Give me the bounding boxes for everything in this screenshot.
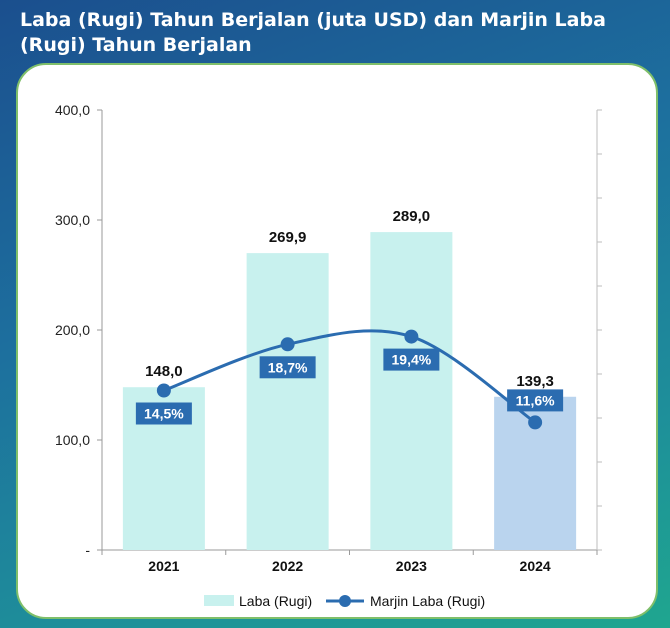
margin-label: 18,7% — [268, 359, 308, 375]
y-tick-label: 400,0 — [55, 102, 90, 118]
margin-point-2021 — [156, 383, 171, 398]
margin-label: 19,4% — [392, 352, 432, 368]
margin-label-box — [383, 348, 440, 371]
margin-label: 11,6% — [516, 392, 555, 408]
bar-2023 — [370, 232, 453, 550]
margin-label-box — [259, 356, 316, 379]
margin-label-box — [135, 402, 192, 425]
y-tick-label: 100,0 — [55, 432, 90, 448]
legend-bar-swatch — [204, 595, 234, 606]
margin-label: 14,5% — [144, 406, 184, 422]
x-tick-label: 2022 — [272, 558, 303, 574]
x-tick-label: 2021 — [148, 558, 179, 574]
bar-value-label: 289,0 — [393, 208, 431, 225]
bar-value-label: 269,9 — [269, 229, 307, 246]
margin-point-2022 — [280, 337, 295, 352]
legend-label-line: Marjin Laba (Rugi) — [370, 593, 485, 609]
y-tick-label: - — [85, 542, 90, 558]
bar-2022 — [246, 253, 329, 551]
y-tick-label: 200,0 — [55, 322, 90, 338]
y-tick-label: 300,0 — [55, 212, 90, 228]
chart-title: Laba (Rugi) Tahun Berjalan (juta USD) da… — [20, 9, 606, 56]
bar-value-label: 148,0 — [145, 363, 183, 380]
margin-label-box — [507, 389, 564, 412]
legend-label-bars: Laba (Rugi) — [239, 593, 312, 609]
bar-value-label: 139,3 — [516, 373, 554, 390]
x-tick-label: 2023 — [396, 558, 427, 574]
margin-point-2023 — [404, 329, 419, 344]
margin-point-2024 — [528, 415, 543, 430]
legend-line-marker — [339, 595, 351, 607]
margin-line — [163, 329, 536, 424]
x-tick-label: 2024 — [520, 558, 551, 574]
